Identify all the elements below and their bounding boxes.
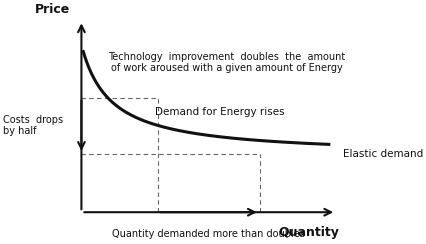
- Text: Quantity demanded more than doubles: Quantity demanded more than doubles: [112, 229, 305, 239]
- Text: Elastic demand: Elastic demand: [343, 149, 423, 159]
- Text: Price: Price: [35, 3, 70, 16]
- Text: Demand for Energy rises: Demand for Energy rises: [155, 107, 284, 117]
- Text: Costs  drops
by half: Costs drops by half: [3, 115, 63, 136]
- Text: Quantity: Quantity: [278, 226, 339, 239]
- Text: Technology  improvement  doubles  the  amount
of work aroused with a given amoun: Technology improvement doubles the amoun…: [108, 52, 345, 73]
